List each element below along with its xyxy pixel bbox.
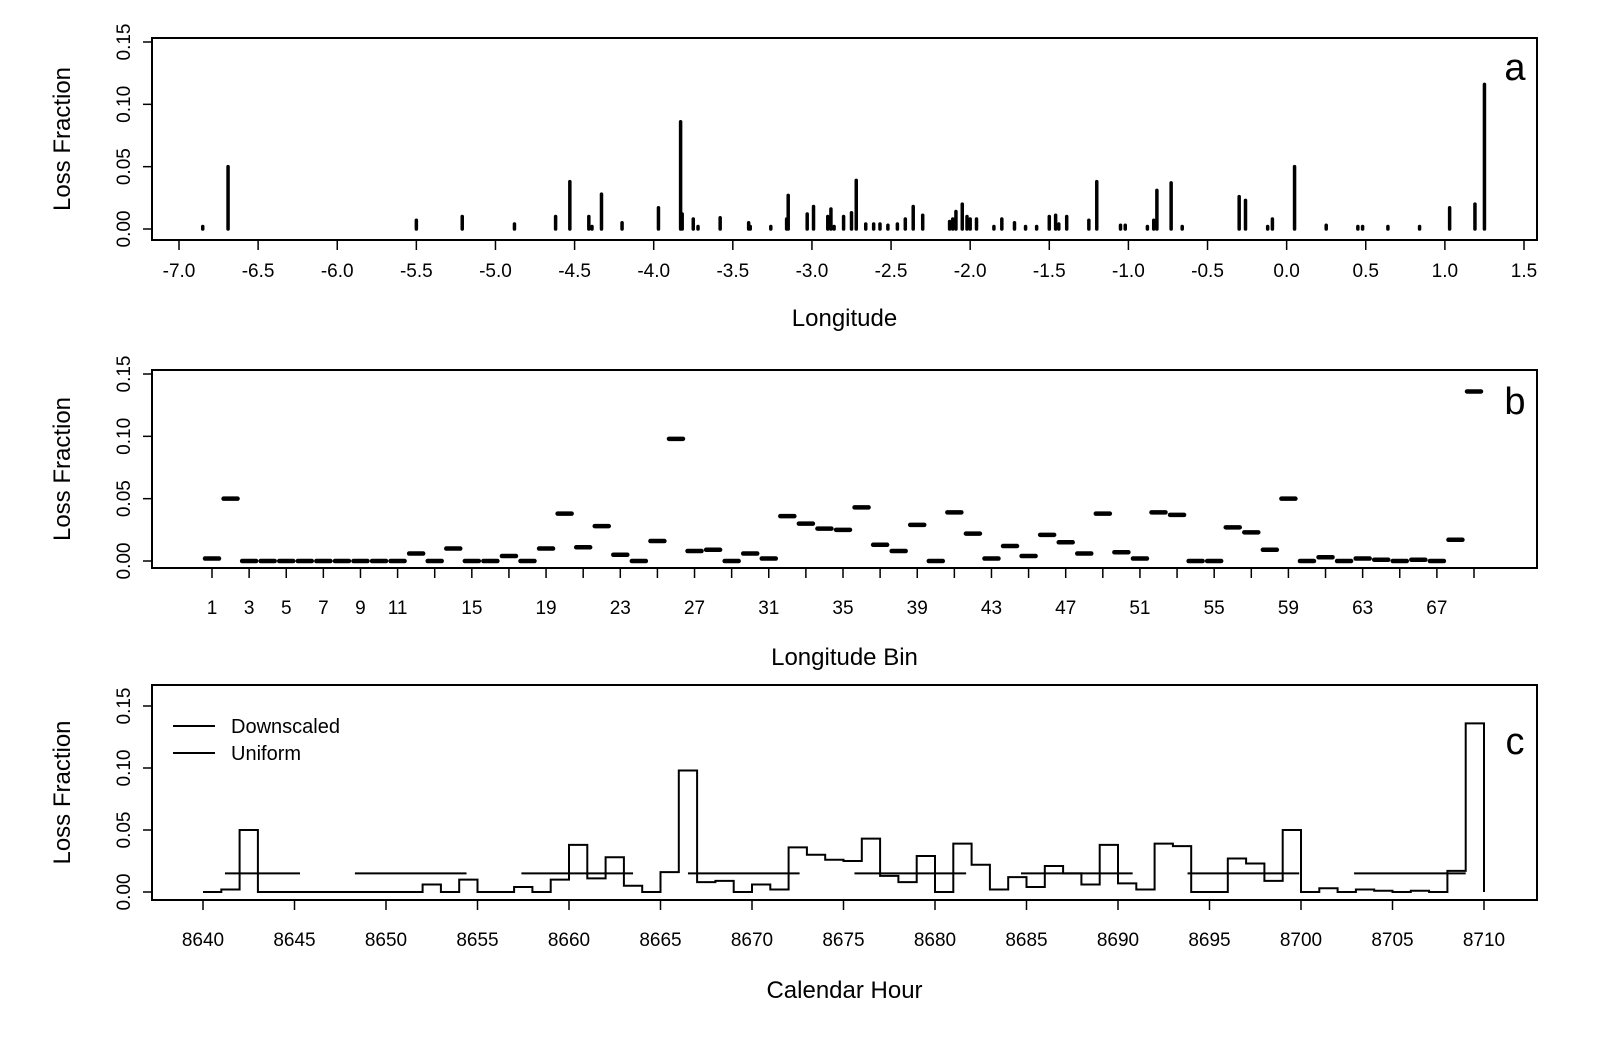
x-tick-label: 8700 [1280,930,1322,951]
x-tick-label: 8675 [822,930,864,951]
x-tick-label: -6.5 [242,261,275,282]
x-tick-label: 23 [610,598,631,619]
x-tick-label: 1.5 [1511,261,1537,282]
x-tick-label: 15 [461,598,482,619]
x-tick-label: 8650 [365,930,407,951]
y-tick-label: 0.15 [114,24,135,61]
x-tick-label: 67 [1426,598,1447,619]
x-tick-label: 5 [281,598,292,619]
x-tick-label: 8640 [182,930,224,951]
x-tick-label: 8655 [456,930,498,951]
panel-a: 0.00 0.05 0.10 0.15 Loss Fraction Longitude a -… [49,24,1538,332]
y-tick-label: 0.00 [114,211,135,248]
legend-label: Downscaled [231,716,340,738]
x-tick-label: 8685 [1005,930,1047,951]
y-axis-title: Loss Fraction [49,397,76,541]
x-tick-label: 7 [318,598,329,619]
x-tick-label: 1 [207,598,218,619]
x-tick-label: 35 [832,598,853,619]
panel-letter: c [1506,721,1525,763]
y-tick-label: 0.00 [114,874,135,911]
x-tick-label: -3.5 [716,261,749,282]
x-tick-label: 9 [355,598,366,619]
x-tick-label: -1.5 [1033,261,1066,282]
x-tick-label: 8665 [639,930,681,951]
x-axis-title: Longitude [792,305,897,332]
x-tick-label: 27 [684,598,705,619]
y-tick-label: 0.10 [114,750,135,787]
x-tick-label: -1.0 [1112,261,1145,282]
x-tick-label: 3 [244,598,255,619]
x-tick-label: -0.5 [1191,261,1224,282]
x-tick-label: -5.0 [479,261,512,282]
x-tick-label: 47 [1055,598,1076,619]
plot-frame [151,684,1538,901]
x-tick-label: 0.0 [1273,261,1299,282]
panel-b: 0.00 0.05 0.10 0.15 Loss Fraction Longitude B… [49,356,1538,671]
x-tick-label: 8710 [1463,930,1505,951]
x-tick-label: 31 [758,598,779,619]
panel-letter: a [1504,47,1526,89]
x-tick-label: 19 [535,598,556,619]
x-tick-label: 8695 [1188,930,1230,951]
panel-letter: b [1504,381,1525,423]
x-tick-label: 59 [1278,598,1299,619]
x-tick-label: 8670 [731,930,773,951]
x-tick-label: 43 [981,598,1002,619]
x-tick-label: -7.0 [163,261,196,282]
y-tick-label: 0.10 [114,86,135,123]
x-tick-label: -4.5 [558,261,591,282]
x-axis-title: Calendar Hour [766,977,922,1004]
x-tick-label: 8680 [914,930,956,951]
y-tick-label: 0.00 [114,543,135,580]
y-tick-label: 0.15 [114,688,135,725]
y-axis-title: Loss Fraction [49,720,76,864]
x-tick-label: -2.0 [954,261,987,282]
x-tick-label: -4.0 [637,261,670,282]
y-tick-label: 0.05 [114,148,135,185]
x-tick-label: -6.0 [321,261,354,282]
x-tick-label: 8660 [548,930,590,951]
x-tick-label: 39 [907,598,928,619]
x-tick-label: -5.5 [400,261,433,282]
y-tick-label: 0.05 [114,480,135,517]
x-tick-label: 55 [1204,598,1225,619]
plot-frame [151,369,1538,569]
plot-frame [151,37,1538,241]
x-tick-label: 8645 [273,930,315,951]
downscaled-step-line [203,722,1485,893]
x-axis-title: Longitude Bin [771,644,918,671]
x-tick-label: -2.5 [875,261,908,282]
x-tick-label: 8690 [1097,930,1139,951]
y-axis-title: Loss Fraction [49,67,76,211]
x-tick-label: 1.0 [1432,261,1458,282]
x-tick-label: -3.0 [796,261,829,282]
y-tick-label: 0.10 [114,418,135,455]
x-tick-label: 0.5 [1353,261,1379,282]
y-tick-label: 0.05 [114,812,135,849]
legend: Downscaled Uniform [173,716,340,765]
x-tick-label: 11 [388,598,408,619]
y-tick-label: 0.15 [114,356,135,393]
legend-label: Uniform [231,743,301,765]
x-tick-label: 51 [1129,598,1150,619]
x-tick-label: 8705 [1371,930,1413,951]
x-tick-label: 63 [1352,598,1373,619]
panel-c: 0.00 0.05 0.10 0.15 Loss Fraction Calendar Ho… [49,684,1538,1004]
